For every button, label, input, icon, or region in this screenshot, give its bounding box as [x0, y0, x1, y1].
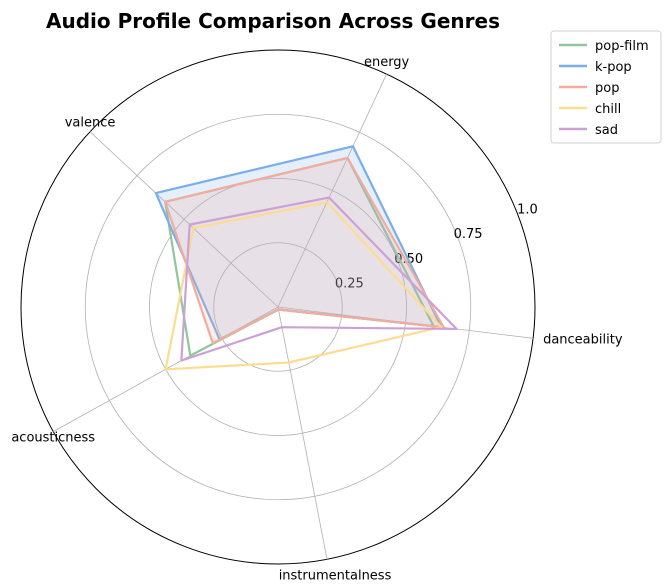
radial-tick-label: 1.0: [517, 203, 538, 218]
axis-labels: danceability energy valence acousticness ins…: [11, 55, 622, 583]
radar-series: [154, 145, 458, 371]
axis-label-instrumentalness: instrumentalness: [279, 568, 392, 583]
grid-circle: [213, 242, 343, 372]
radial-tick-label: 0.25: [335, 276, 364, 291]
series-sad-polygon: [180, 196, 458, 362]
outer-frame-circle: [20, 49, 536, 565]
axis-label-valence: valence: [65, 116, 116, 131]
radar-grid: 0.250.500.751.0: [20, 49, 538, 565]
legend-label: pop: [595, 81, 619, 96]
legend-box: [550, 30, 662, 144]
series-chill-polygon: [164, 201, 443, 371]
axis-label-acousticness: acousticness: [11, 431, 95, 446]
grid-circle: [149, 178, 407, 436]
grid-spoke: [277, 306, 328, 560]
radial-tick-label: 0.75: [454, 227, 483, 242]
axis-label-danceability: danceability: [543, 332, 623, 347]
grid-spoke: [277, 73, 387, 308]
series-pop-polygon: [164, 156, 445, 345]
grid-spoke: [89, 131, 279, 308]
legend-label: k-pop: [595, 60, 632, 75]
legend-label: pop-film: [595, 39, 649, 54]
grid-circle: [84, 113, 472, 501]
legend-label: chill: [595, 102, 621, 117]
axis-label-energy: energy: [364, 55, 410, 70]
legend-label: sad: [595, 123, 618, 138]
chart-title: Audio Profile Comparison Across Genres: [46, 9, 500, 33]
legend: pop-film k-pop pop chill sad: [550, 30, 662, 144]
